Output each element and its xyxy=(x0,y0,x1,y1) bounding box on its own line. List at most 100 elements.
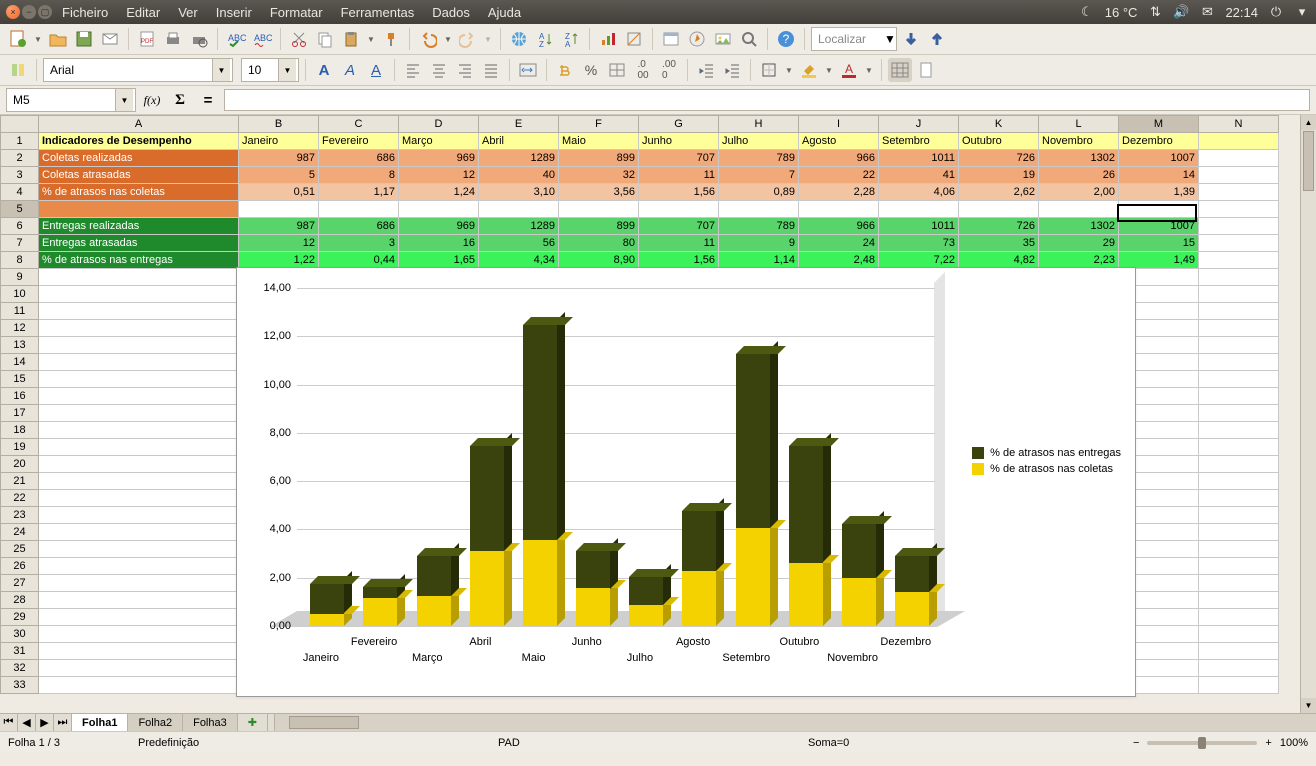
currency-button[interactable] xyxy=(553,58,577,82)
cell-C3[interactable]: 8 xyxy=(319,167,399,184)
align-right-button[interactable] xyxy=(453,58,477,82)
row-header-1[interactable]: 1 xyxy=(1,133,39,150)
row-header-7[interactable]: 7 xyxy=(1,235,39,252)
cut-button[interactable] xyxy=(287,27,311,51)
cell-N9[interactable] xyxy=(1199,269,1279,286)
sum-button[interactable]: Σ xyxy=(168,88,192,112)
add-sheet-button[interactable]: ✚ xyxy=(238,714,268,731)
format-paintbrush-button[interactable] xyxy=(379,27,403,51)
cell-A9[interactable] xyxy=(39,269,239,286)
cell-J6[interactable]: 1011 xyxy=(879,218,959,235)
col-header-M[interactable]: M xyxy=(1119,116,1199,133)
cell-H1[interactable]: Julho xyxy=(719,133,799,150)
cell-I3[interactable]: 22 xyxy=(799,167,879,184)
tab-last-icon[interactable]: ⏭ xyxy=(54,714,72,731)
cell-L2[interactable]: 1302 xyxy=(1039,150,1119,167)
cell-D6[interactable]: 969 xyxy=(399,218,479,235)
cell-N25[interactable] xyxy=(1199,541,1279,558)
cell-N4[interactable] xyxy=(1199,184,1279,201)
grid-button[interactable] xyxy=(888,58,912,82)
cell-G1[interactable]: Junho xyxy=(639,133,719,150)
cell-L5[interactable] xyxy=(1039,201,1119,218)
font-name-input[interactable] xyxy=(44,59,212,81)
row-header-18[interactable]: 18 xyxy=(1,422,39,439)
cell-I7[interactable]: 24 xyxy=(799,235,879,252)
volume-icon[interactable]: 🔊 xyxy=(1173,4,1189,20)
cell-M5[interactable] xyxy=(1119,201,1199,218)
find-input[interactable] xyxy=(812,28,884,50)
chart-button[interactable] xyxy=(596,27,620,51)
print-preview-button[interactable] xyxy=(187,27,211,51)
menu-ferramentas[interactable]: Ferramentas xyxy=(341,5,415,20)
status-sum[interactable]: Soma=0 xyxy=(808,737,898,749)
cell-N31[interactable] xyxy=(1199,643,1279,660)
cell-A32[interactable] xyxy=(39,660,239,677)
row-header-20[interactable]: 20 xyxy=(1,456,39,473)
spellcheck-button[interactable]: ABC xyxy=(224,27,248,51)
cell-A25[interactable] xyxy=(39,541,239,558)
increase-indent-button[interactable] xyxy=(720,58,744,82)
cell-N13[interactable] xyxy=(1199,337,1279,354)
zoom-button[interactable] xyxy=(737,27,761,51)
cell-A2[interactable]: Coletas realizadas xyxy=(39,150,239,167)
cell-A29[interactable] xyxy=(39,609,239,626)
menu-editar[interactable]: Editar xyxy=(126,5,160,20)
decrease-indent-button[interactable] xyxy=(694,58,718,82)
open-button[interactable] xyxy=(46,27,70,51)
cell-B1[interactable]: Janeiro xyxy=(239,133,319,150)
cell-N16[interactable] xyxy=(1199,388,1279,405)
cell-E7[interactable]: 56 xyxy=(479,235,559,252)
cell-A4[interactable]: % de atrasos nas coletas xyxy=(39,184,239,201)
row-header-5[interactable]: 5 xyxy=(1,201,39,218)
row-header-11[interactable]: 11 xyxy=(1,303,39,320)
cell-A3[interactable]: Coletas atrasadas xyxy=(39,167,239,184)
datasource-button[interactable] xyxy=(659,27,683,51)
row-header-24[interactable]: 24 xyxy=(1,524,39,541)
shutdown-icon[interactable]: ⏻ xyxy=(1268,4,1284,20)
cell-A11[interactable] xyxy=(39,303,239,320)
sort-asc-button[interactable]: AZ xyxy=(533,27,557,51)
cell-C6[interactable]: 686 xyxy=(319,218,399,235)
cell-G3[interactable]: 11 xyxy=(639,167,719,184)
cell-N20[interactable] xyxy=(1199,456,1279,473)
row-header-30[interactable]: 30 xyxy=(1,626,39,643)
cell-C8[interactable]: 0,44 xyxy=(319,252,399,269)
cell-C1[interactable]: Fevereiro xyxy=(319,133,399,150)
tab-first-icon[interactable]: ⏮ xyxy=(0,714,18,731)
panel-more-icon[interactable]: ▾ xyxy=(1294,4,1310,20)
cell-D1[interactable]: Março xyxy=(399,133,479,150)
vertical-scrollbar[interactable]: ▲ ▼ xyxy=(1300,115,1316,713)
row-header-17[interactable]: 17 xyxy=(1,405,39,422)
col-header-A[interactable]: A xyxy=(39,116,239,133)
cell-C7[interactable]: 3 xyxy=(319,235,399,252)
find-prev-button[interactable] xyxy=(925,27,949,51)
cell-A21[interactable] xyxy=(39,473,239,490)
cell-A8[interactable]: % de atrasos nas entregas xyxy=(39,252,239,269)
cell-K3[interactable]: 19 xyxy=(959,167,1039,184)
cell-A10[interactable] xyxy=(39,286,239,303)
cell-E1[interactable]: Abril xyxy=(479,133,559,150)
col-header-E[interactable]: E xyxy=(479,116,559,133)
cell-J1[interactable]: Setembro xyxy=(879,133,959,150)
bold-button[interactable]: A xyxy=(312,58,336,82)
cell-N32[interactable] xyxy=(1199,660,1279,677)
row-header-33[interactable]: 33 xyxy=(1,677,39,694)
sort-desc-button[interactable]: ZA xyxy=(559,27,583,51)
align-center-button[interactable] xyxy=(427,58,451,82)
cell-N21[interactable] xyxy=(1199,473,1279,490)
cell-D4[interactable]: 1,24 xyxy=(399,184,479,201)
cell-A20[interactable] xyxy=(39,456,239,473)
cell-J2[interactable]: 1011 xyxy=(879,150,959,167)
cell-F2[interactable]: 899 xyxy=(559,150,639,167)
undo-button[interactable] xyxy=(416,27,440,51)
cell-M6[interactable]: 1007 xyxy=(1119,218,1199,235)
cell-A28[interactable] xyxy=(39,592,239,609)
cell-F8[interactable]: 8,90 xyxy=(559,252,639,269)
cell-A31[interactable] xyxy=(39,643,239,660)
sheet-tab-Folha1[interactable]: Folha1 xyxy=(72,714,128,731)
find-toolbar[interactable]: ▼ xyxy=(811,27,897,51)
menu-ficheiro[interactable]: Ficheiro xyxy=(62,5,108,20)
cell-M2[interactable]: 1007 xyxy=(1119,150,1199,167)
cell-K8[interactable]: 4,82 xyxy=(959,252,1039,269)
cell-A33[interactable] xyxy=(39,677,239,694)
